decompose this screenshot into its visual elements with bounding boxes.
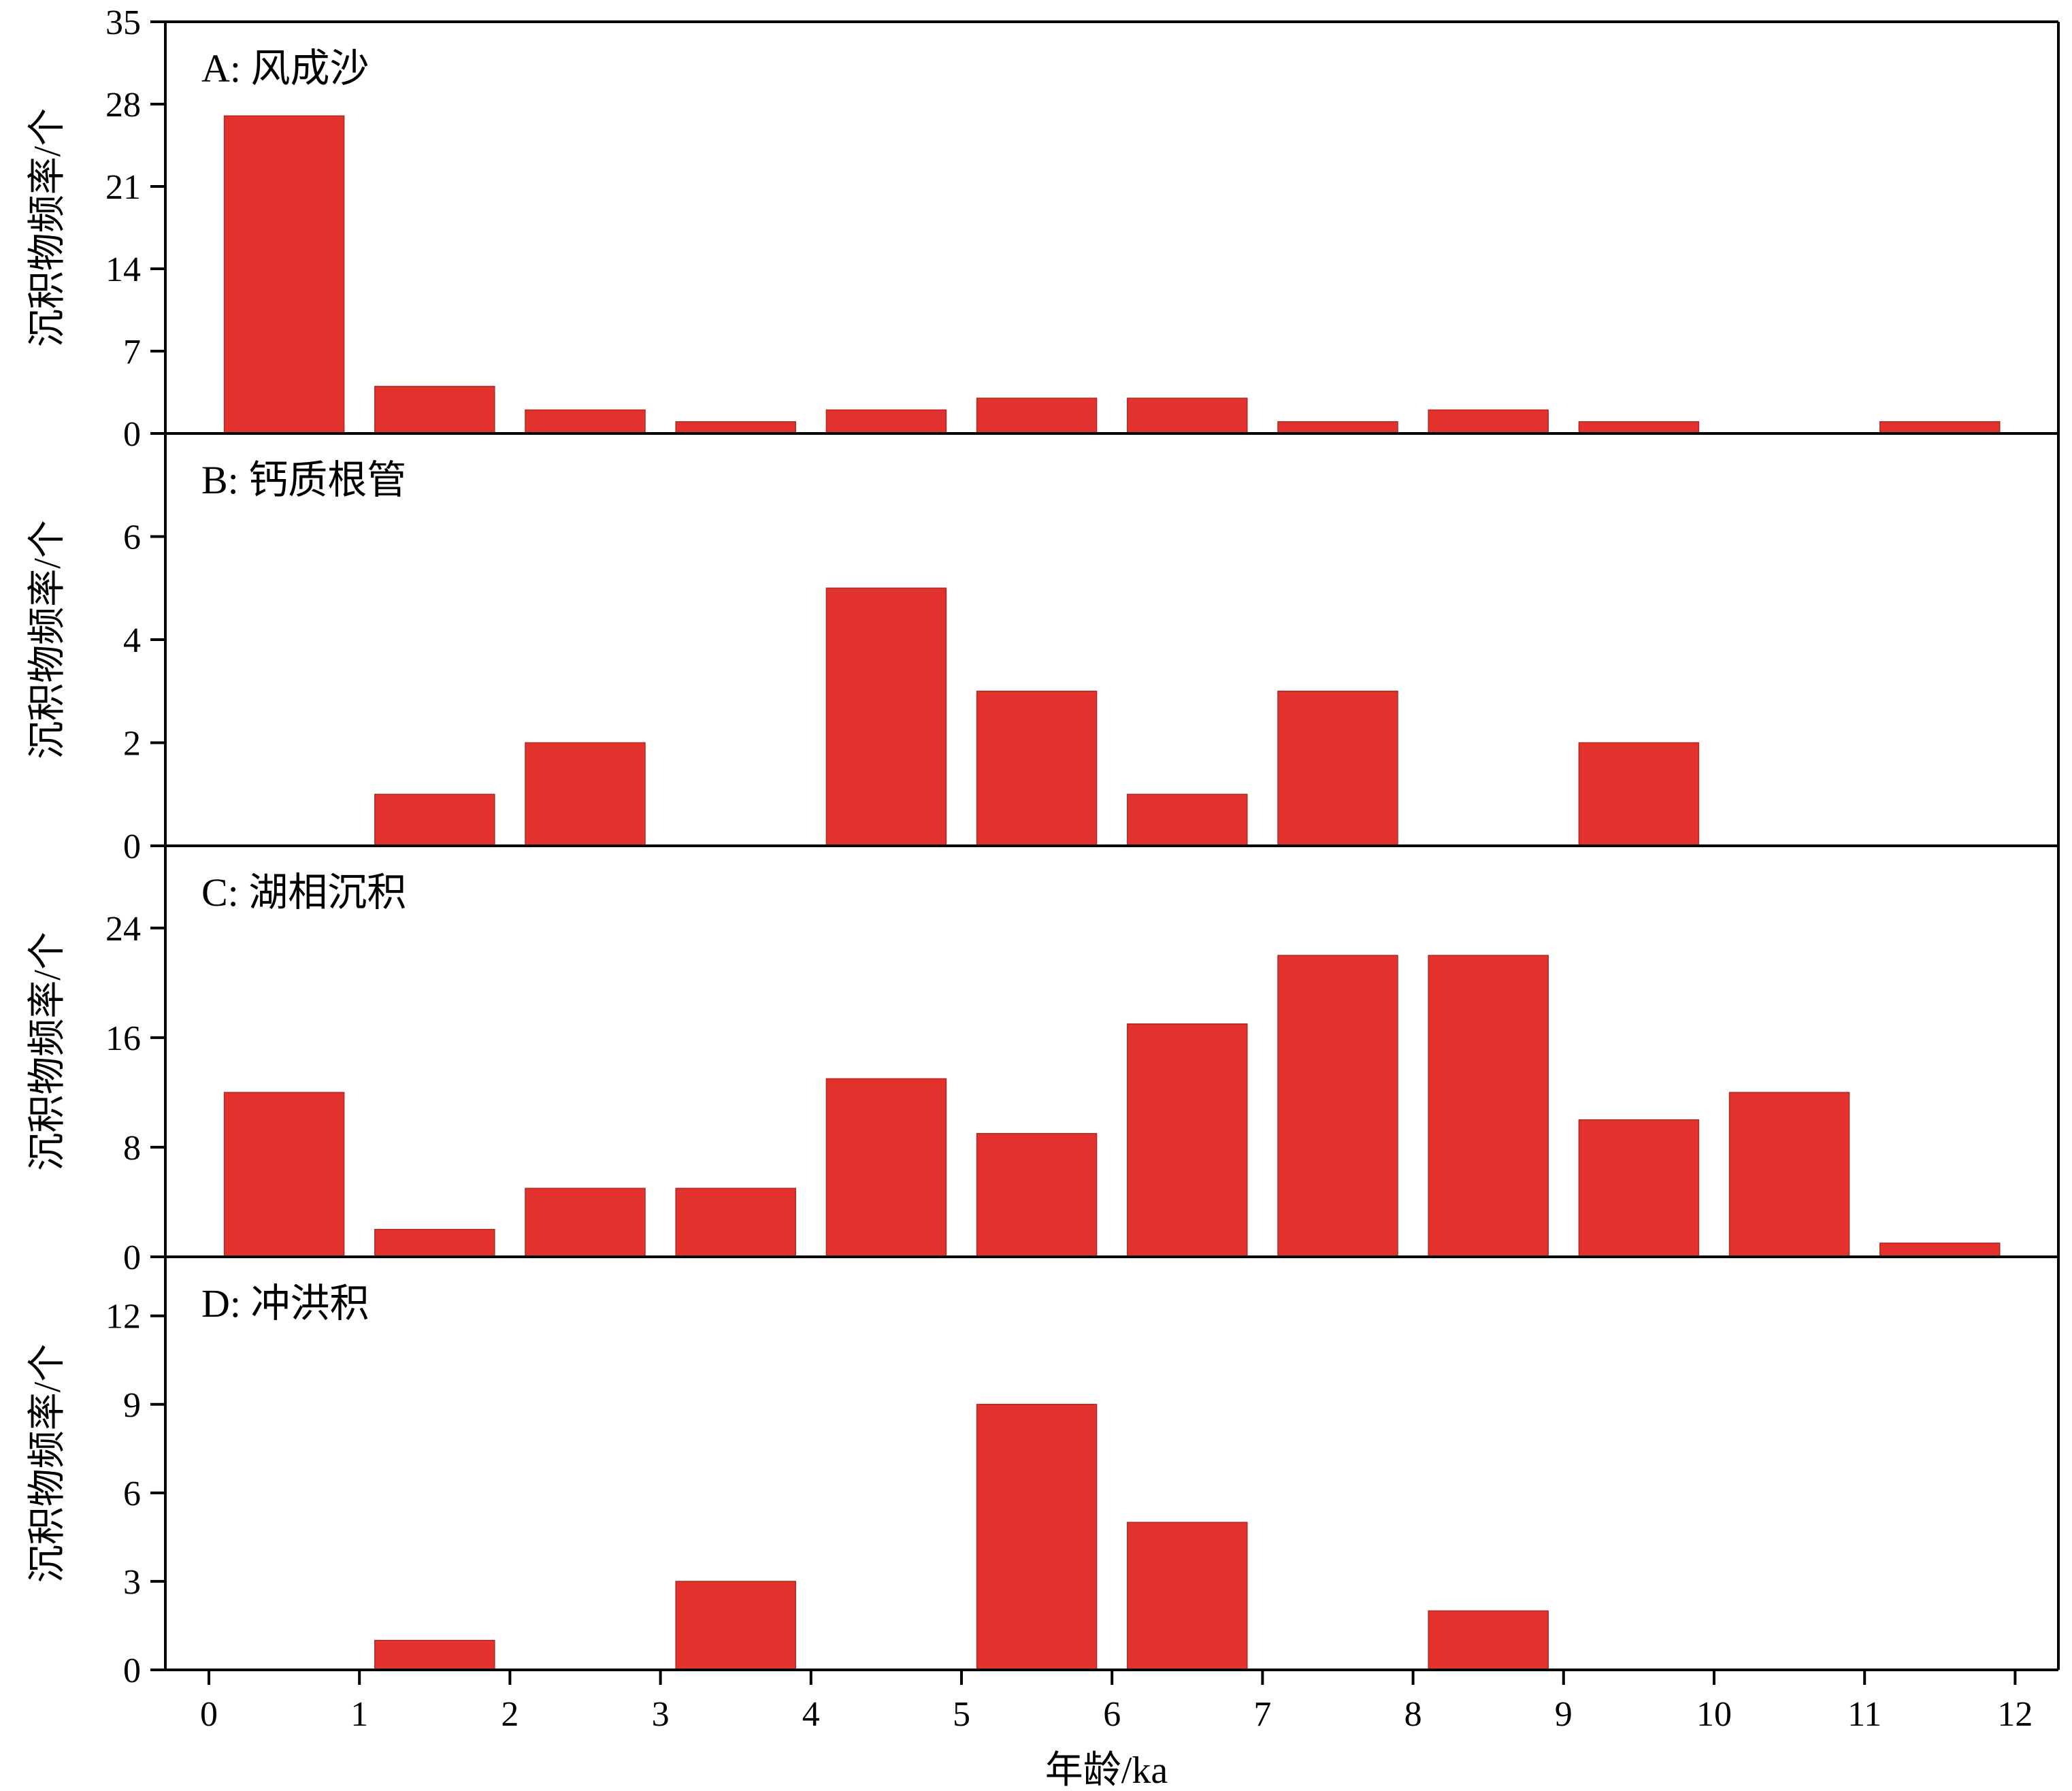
- y-axis-title: 沉积物频率/个: [27, 108, 69, 348]
- x-tick-label: 1: [350, 1695, 368, 1734]
- bar-11-12: [1879, 421, 2001, 434]
- x-tick-label: 10: [1696, 1695, 1732, 1734]
- bar-9-10: [1578, 421, 1700, 434]
- bar-3-4: [675, 1187, 796, 1258]
- bar-7-8: [1277, 955, 1398, 1258]
- x-axis-title: 年龄/ka: [1045, 1749, 1168, 1791]
- y-tick-label: 14: [105, 250, 141, 289]
- bar-11-12: [1879, 1243, 2001, 1258]
- bar-1-2: [374, 386, 495, 434]
- x-tick-label: 8: [1404, 1695, 1422, 1734]
- bar-4-5: [825, 409, 947, 434]
- y-tick-label: 12: [105, 1298, 141, 1336]
- y-axis-title: 沉积物频率/个: [27, 932, 69, 1171]
- bar-3-4: [675, 421, 796, 434]
- x-tick-label: 2: [501, 1695, 519, 1734]
- panel-title: A: 风成沙: [201, 46, 369, 91]
- y-tick-label: 9: [123, 1386, 141, 1425]
- y-tick-label: 3: [123, 1563, 141, 1602]
- y-tick-label: 6: [123, 1475, 141, 1513]
- bar-1-2: [374, 1228, 495, 1258]
- bar-0-1: [223, 115, 345, 434]
- bar-7-8: [1277, 421, 1398, 434]
- bar-1-2: [374, 1639, 495, 1671]
- y-tick-label: 8: [123, 1129, 141, 1168]
- bar-7-8: [1277, 691, 1398, 847]
- y-tick-label: 7: [123, 333, 141, 372]
- bar-6-7: [1127, 1023, 1248, 1258]
- panel-title: D: 冲洪积: [201, 1281, 369, 1326]
- x-tick-label: 3: [652, 1695, 670, 1734]
- bar-2-3: [525, 742, 646, 847]
- y-tick-label: 24: [105, 910, 141, 949]
- y-tick-label: 28: [105, 86, 141, 125]
- bar-5-6: [976, 691, 1098, 847]
- y-tick-label: 21: [105, 168, 141, 207]
- x-tick-label: 4: [802, 1695, 820, 1734]
- bar-6-7: [1127, 397, 1248, 434]
- y-tick-label: 0: [123, 1652, 141, 1690]
- bar-4-5: [825, 1078, 947, 1258]
- bar-1-2: [374, 793, 495, 847]
- bar-9-10: [1578, 742, 1700, 847]
- y-tick-label: 35: [105, 3, 141, 42]
- bar-5-6: [976, 1133, 1098, 1258]
- x-tick-label: 5: [953, 1695, 970, 1734]
- y-tick-label: 6: [123, 519, 141, 557]
- bar-6-7: [1127, 1522, 1248, 1671]
- y-tick-label: 2: [123, 725, 141, 763]
- panel-title: C: 湖相沉积: [201, 870, 406, 915]
- bar-10-11: [1728, 1091, 1850, 1258]
- bar-6-7: [1127, 793, 1248, 847]
- bar-0-1: [223, 1091, 345, 1258]
- bar-8-9: [1428, 409, 1549, 434]
- bar-5-6: [976, 397, 1098, 434]
- bar-2-3: [525, 409, 646, 434]
- panel-title: B: 钙质根管: [201, 458, 406, 502]
- bar-5-6: [976, 1404, 1098, 1671]
- y-tick-label: 0: [123, 1238, 141, 1277]
- y-tick-label: 0: [123, 415, 141, 454]
- x-tick-label: 0: [200, 1695, 218, 1734]
- bar-2-3: [525, 1187, 646, 1258]
- bar-3-4: [675, 1581, 796, 1671]
- bar-4-5: [825, 587, 947, 847]
- y-tick-label: 0: [123, 827, 141, 866]
- y-tick-label: 4: [123, 621, 141, 660]
- x-tick-label: 9: [1555, 1695, 1573, 1734]
- x-axis: 0 1 2 3 4 5 6 7 8 9 10 11 12: [200, 1670, 2033, 1734]
- x-tick-label: 11: [1847, 1695, 1881, 1734]
- y-tick-label: 16: [105, 1019, 141, 1058]
- x-tick-label: 12: [1997, 1695, 2033, 1734]
- x-tick-label: 7: [1253, 1695, 1271, 1734]
- x-tick-label: 6: [1103, 1695, 1121, 1734]
- y-axis-title: 沉积物频率/个: [27, 520, 69, 759]
- bar-8-9: [1428, 955, 1549, 1258]
- y-axis-title: 沉积物频率/个: [27, 1344, 69, 1583]
- bar-9-10: [1578, 1119, 1700, 1258]
- bar-8-9: [1428, 1610, 1549, 1671]
